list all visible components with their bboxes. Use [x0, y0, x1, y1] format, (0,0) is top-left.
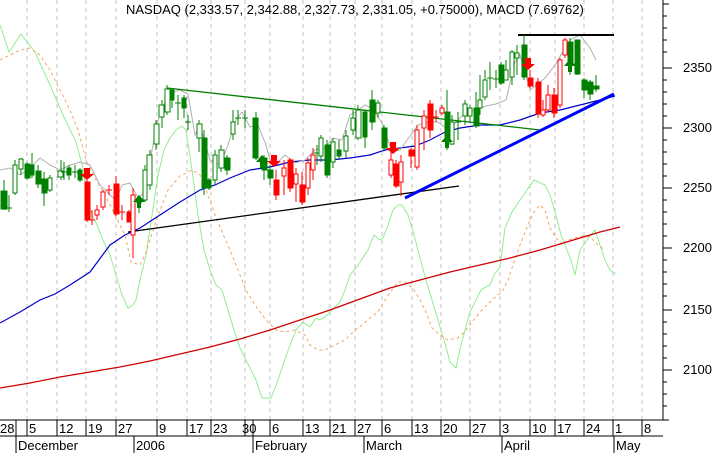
x-tick-label: 8	[644, 421, 651, 436]
y-tick-label: 2250	[683, 180, 712, 195]
y-tick-label: 2150	[683, 302, 712, 317]
signal-arrows	[80, 58, 576, 208]
month-label: December	[18, 438, 79, 453]
month-label: February	[255, 438, 308, 453]
month-label: April	[504, 438, 530, 453]
chart-title: NASDAQ (2,333.57, 2,342.88, 2,327.73, 2,…	[126, 2, 584, 17]
x-axis-month-separators	[15, 436, 615, 453]
y-tick-label: 2350	[683, 60, 712, 75]
x-axis-day-labels: 28 5 12 19 27 9 17 23 30 6 13 21 27 6 13…	[0, 421, 651, 436]
x-tick-label: 28	[0, 421, 14, 436]
x-axis-day-separators	[15, 420, 643, 436]
support-trendline-black	[127, 185, 460, 233]
x-tick-label: 3	[502, 421, 509, 436]
y-tick-label: 2100	[683, 362, 712, 377]
short-ma-line	[0, 34, 597, 201]
x-tick-label: 27	[118, 421, 132, 436]
x-tick-label: 19	[88, 421, 102, 436]
sell-arrow-icon	[521, 58, 535, 70]
x-tick-label: 23	[213, 421, 227, 436]
y-tick-label: 2200	[683, 240, 712, 255]
x-tick-label: 27	[472, 421, 486, 436]
candlesticks	[0, 35, 600, 258]
buy-arrow-icon	[256, 155, 268, 168]
x-axis-month-labels: December 2006 February March April May	[18, 438, 641, 453]
month-label: March	[366, 438, 402, 453]
x-tick-label: 21	[332, 421, 346, 436]
x-tick-label: 24	[586, 421, 600, 436]
x-tick-label: 17	[557, 421, 571, 436]
x-tick-label: 10	[532, 421, 546, 436]
sell-arrow-icon	[80, 168, 94, 180]
x-tick-label: 17	[189, 421, 203, 436]
x-tick-label: 6	[384, 421, 391, 436]
x-tick-label: 1	[615, 421, 622, 436]
y-tick-label: 2300	[683, 120, 712, 135]
x-tick-label: 9	[159, 421, 166, 436]
x-tick-label: 30	[242, 421, 256, 436]
y-axis-ticks	[663, 3, 672, 407]
month-label: 2006	[136, 438, 165, 453]
ma-50-line	[0, 95, 616, 324]
y-axis-labels: 2350 2300 2250 2200 2150 2100	[683, 60, 712, 377]
buy-arrow-icon	[133, 195, 145, 208]
axis-frame	[0, 0, 669, 437]
x-tick-label: 20	[443, 421, 457, 436]
support-trendline-blue	[404, 92, 615, 200]
ma-200-line	[0, 226, 621, 389]
macd-line	[0, 24, 617, 399]
x-tick-label: 12	[59, 421, 73, 436]
macd-signal-line	[0, 47, 606, 351]
x-tick-label: 27	[357, 421, 371, 436]
sell-arrow-icon	[386, 142, 400, 154]
x-tick-label: 13	[305, 421, 319, 436]
month-label: May	[616, 438, 641, 453]
x-tick-label: 13	[414, 421, 428, 436]
sell-arrow-icon	[267, 155, 281, 167]
x-tick-label: 5	[29, 421, 36, 436]
x-tick-label: 6	[272, 421, 279, 436]
buy-arrow-icon	[564, 59, 576, 72]
buy-arrow-icon	[441, 135, 453, 148]
